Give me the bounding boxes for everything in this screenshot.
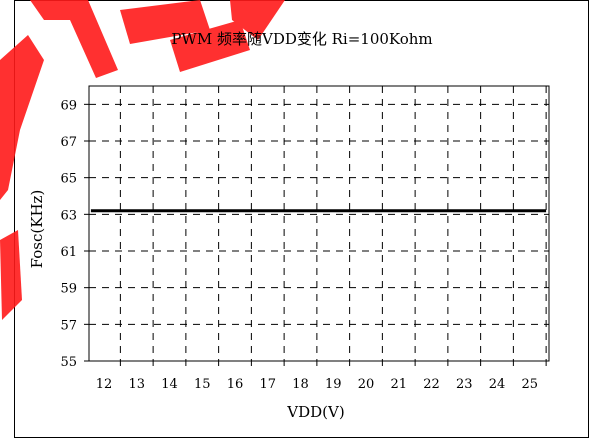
x-tick-label: 13 (128, 377, 145, 392)
watermark-stroke-4 (170, 20, 250, 72)
y-tick-label: 59 (60, 282, 77, 297)
x-tick-label: 24 (489, 377, 506, 392)
y-tick-label: 61 (60, 245, 77, 260)
figure-frame (14, 0, 589, 438)
chart-title: PWM 频率随VDD变化 Ri=100Kohm (171, 30, 432, 48)
watermark-stroke-1 (0, 35, 44, 200)
x-tick-label: 19 (325, 377, 342, 392)
x-tick-label: 15 (194, 377, 211, 392)
y-tick-label: 69 (60, 98, 77, 113)
x-tick-label: 17 (259, 377, 276, 392)
x-axis-title: VDD(V) (286, 403, 344, 421)
plot-frame (88, 85, 550, 362)
x-tick-label: 22 (423, 377, 440, 392)
y-tick-label: 63 (60, 208, 77, 223)
x-tick-labels: 12 13 14 15 16 17 18 19 20 21 22 23 24 25 (96, 377, 538, 392)
x-tick-label: 12 (96, 377, 113, 392)
x-tick-label: 14 (161, 377, 178, 392)
axis-ticks (84, 103, 547, 366)
watermark-stroke-2 (30, 0, 118, 78)
watermark-logo (0, 0, 285, 320)
y-tick-label: 67 (60, 135, 77, 150)
x-tick-label: 23 (456, 377, 473, 392)
grid-lines (89, 86, 549, 361)
y-axis-title: Fosc(KHz) (28, 190, 46, 269)
y-tick-labels: 55 57 59 61 63 65 67 69 (60, 98, 77, 370)
watermark-stroke-5 (230, 0, 285, 40)
x-tick-label: 21 (390, 377, 407, 392)
x-tick-label: 16 (227, 377, 244, 392)
x-tick-label: 18 (292, 377, 309, 392)
x-tick-label: 25 (521, 377, 538, 392)
watermark-stroke-6 (0, 230, 22, 320)
y-tick-label: 55 (60, 355, 77, 370)
y-tick-label: 57 (60, 318, 77, 333)
x-tick-label: 20 (358, 377, 375, 392)
watermark-stroke-3 (120, 0, 210, 44)
y-tick-label: 65 (60, 172, 77, 187)
